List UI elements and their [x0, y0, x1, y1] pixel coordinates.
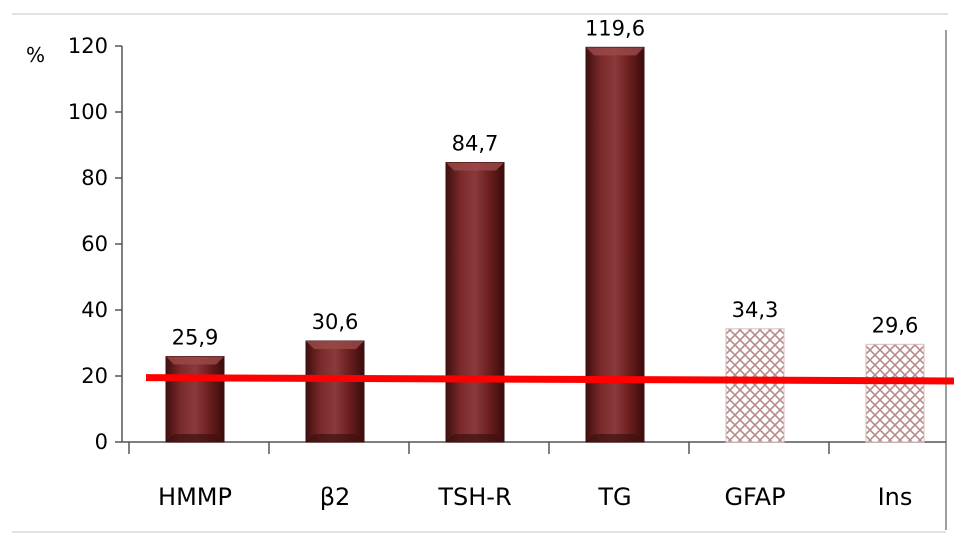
- bar-bevel-bottom: [446, 434, 504, 442]
- category-label-tg: TG: [597, 483, 631, 511]
- bar-bevel-top: [306, 341, 364, 350]
- category-label-β2: β2: [320, 483, 351, 511]
- bar-tsh-r: [445, 161, 505, 443]
- category-label-tsh-r: TSH-R: [437, 483, 511, 511]
- bar-bevel-bottom: [166, 434, 224, 442]
- bar-β2: [305, 340, 365, 443]
- bar-bevel-bottom: [586, 434, 644, 442]
- y-tick-label: 20: [81, 364, 108, 388]
- threshold-line: [145, 374, 954, 385]
- category-label-gfap: GFAP: [724, 483, 785, 511]
- data-label-hmmp: 25,9: [172, 326, 219, 350]
- x-ticks: [128, 442, 830, 454]
- data-label-tg: 119,6: [585, 16, 645, 40]
- y-tick-label: 40: [81, 298, 108, 322]
- data-label-tsh-r: 84,7: [452, 131, 499, 155]
- y-tick-label: 60: [81, 232, 108, 256]
- y-tick-label: 80: [81, 166, 108, 190]
- y-tick-label: 100: [68, 100, 108, 124]
- bar-bevel-top: [586, 47, 644, 56]
- data-label-ins: 29,6: [872, 313, 919, 337]
- y-tick-label: 120: [68, 34, 108, 58]
- category-labels: HMMP β2 TSH-R TG GFAP Ins: [158, 483, 912, 511]
- data-label-gfap: 34,3: [732, 298, 779, 322]
- data-labels: 25,9 30,6 84,7 119,6 34,3 29,6: [172, 16, 919, 349]
- bar-bevel-bottom: [306, 434, 364, 442]
- y-tick-label: 0: [95, 430, 108, 454]
- y-ticks: 0 20 40 60 80 100 120: [68, 34, 122, 454]
- y-unit-label: %: [26, 43, 45, 67]
- data-label-β2: 30,6: [312, 310, 359, 334]
- bar-hmmp: [165, 356, 225, 443]
- bar-ins: [865, 343, 925, 443]
- category-label-ins: Ins: [878, 483, 913, 511]
- category-label-hmmp: HMMP: [158, 483, 232, 511]
- bar-gfap: [725, 328, 785, 443]
- bar-bevel-top: [446, 162, 504, 171]
- bar-bevel-top: [166, 356, 224, 365]
